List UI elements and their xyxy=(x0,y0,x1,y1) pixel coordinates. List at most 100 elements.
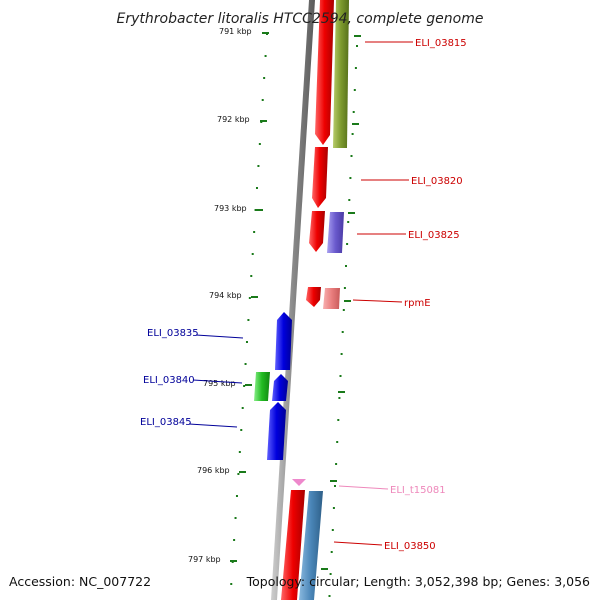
scale-minor-tick xyxy=(348,199,351,201)
scale-minor-tick xyxy=(263,77,266,79)
scale-minor-tick xyxy=(257,165,260,167)
scale-minor-tick xyxy=(230,583,233,585)
gene-ELI-03840-green[interactable] xyxy=(254,372,270,401)
scale-minor-tick xyxy=(343,287,346,289)
scale-major-tick xyxy=(251,296,258,298)
scale-minor-tick xyxy=(243,385,246,387)
scale-major-tick xyxy=(262,32,269,34)
scale-minor-tick xyxy=(349,177,352,179)
gene-rpmE-pink[interactable] xyxy=(323,288,340,309)
scale-minor-tick xyxy=(353,89,356,91)
gene-purple[interactable] xyxy=(327,212,344,253)
scale-major-tick xyxy=(338,391,345,393)
scale-label: 793 kbp xyxy=(214,204,247,213)
minus-strand-genes xyxy=(254,312,292,460)
scale-minor-tick xyxy=(335,463,338,465)
scale-minor-tick xyxy=(334,485,336,487)
scale-minor-tick xyxy=(247,319,250,321)
gene-label-ELI-03820[interactable]: ELI_03820 xyxy=(411,176,463,187)
scale-minor-tick xyxy=(338,397,341,399)
scale-minor-tick xyxy=(356,45,358,47)
scale-minor-tick xyxy=(245,341,248,343)
gene-label-ELI-t15081[interactable]: ELI_t15081 xyxy=(390,485,446,496)
scale-minor-tick xyxy=(351,133,354,135)
scale-minor-tick xyxy=(234,517,237,519)
scale-minor-tick xyxy=(250,275,253,277)
gene-labels: ELI_03815 ELI_03820 ELI_03825 rpmE ELI_0… xyxy=(140,38,467,552)
genome-summary-text: Topology: circular; Length: 3,052,398 bp… xyxy=(246,574,590,589)
scale-minor-tick xyxy=(261,99,264,101)
scale-major-tick xyxy=(256,209,263,211)
scale-minor-tick xyxy=(350,155,353,157)
gene-ELI-03835[interactable] xyxy=(275,312,292,370)
scale-major-tick xyxy=(239,471,246,473)
scale-minor-tick xyxy=(342,309,345,311)
gene-label-ELI-03850[interactable]: ELI_03850 xyxy=(384,541,436,552)
scale-minor-tick xyxy=(328,595,331,597)
scale-minor-tick xyxy=(341,331,344,333)
scale-ticks xyxy=(230,32,361,597)
scale-minor-tick xyxy=(340,353,343,355)
scale-minor-tick xyxy=(251,253,254,255)
scale-label: 791 kbp xyxy=(219,27,252,36)
scale-minor-tick xyxy=(345,265,347,267)
scale-label: 797 kbp xyxy=(188,555,221,564)
gene-ELI-03825[interactable] xyxy=(309,211,325,252)
scale-major-tick xyxy=(330,480,337,482)
gene-ELI-03820[interactable] xyxy=(312,147,328,208)
scale-label: 795 kbp xyxy=(203,379,236,388)
scale-minor-tick xyxy=(237,473,240,475)
scale-minor-tick xyxy=(331,529,334,531)
scale-major-tick xyxy=(352,123,359,125)
scale-major-tick xyxy=(354,35,361,37)
gene-rpmE[interactable] xyxy=(306,287,321,307)
gene-olive[interactable] xyxy=(333,0,349,148)
scale-minor-tick xyxy=(337,419,340,421)
gene-label-ELI-03835[interactable]: ELI_03835 xyxy=(147,328,199,339)
scale-minor-tick xyxy=(346,243,349,245)
gene-label-ELI-03845[interactable]: ELI_03845 xyxy=(140,417,192,428)
scale-major-tick xyxy=(348,212,355,214)
scale-minor-tick xyxy=(235,495,238,497)
scale-minor-tick xyxy=(255,187,258,189)
scale-minor-tick xyxy=(238,451,241,453)
gene-steel[interactable] xyxy=(299,491,323,600)
gene-ELI-t15081[interactable] xyxy=(292,479,306,486)
gene-ELI-03840[interactable] xyxy=(272,374,288,401)
gene-ELI-03850[interactable] xyxy=(281,490,305,600)
scale-minor-tick xyxy=(248,297,251,299)
gene-label-rpmE[interactable]: rpmE xyxy=(404,298,431,309)
scale-minor-tick xyxy=(264,55,267,57)
scale-minor-tick xyxy=(258,143,261,145)
accession-text: Accession: NC_007722 xyxy=(9,574,151,589)
scale-label: 794 kbp xyxy=(209,291,242,300)
scale-minor-tick xyxy=(330,551,333,553)
scale-major-tick xyxy=(230,560,237,562)
scale-minor-tick xyxy=(253,231,256,233)
gene-label-ELI-03840[interactable]: ELI_03840 xyxy=(143,375,195,386)
scale-minor-tick xyxy=(354,67,357,69)
scale-major-tick xyxy=(260,120,267,122)
scale-label: 796 kbp xyxy=(197,466,230,475)
scale-major-tick xyxy=(245,384,252,386)
scale-minor-tick xyxy=(352,111,355,113)
scale-minor-tick xyxy=(233,539,236,541)
gene-ELI-03845[interactable] xyxy=(267,402,286,460)
plus-strand-genes xyxy=(281,0,349,600)
scale-minor-tick xyxy=(332,507,335,509)
gene-label-ELI-03825[interactable]: ELI_03825 xyxy=(408,230,460,241)
scale-minor-tick xyxy=(254,209,257,211)
scale-label: 792 kbp xyxy=(217,115,250,124)
scale-minor-tick xyxy=(336,441,339,443)
scale-labels: 791 kbp 792 kbp 793 kbp 794 kbp 795 kbp … xyxy=(188,27,252,564)
scale-minor-tick xyxy=(240,429,243,431)
scale-minor-tick xyxy=(241,407,244,409)
scale-major-tick xyxy=(344,300,351,302)
gene-ELI-03815[interactable] xyxy=(315,0,334,145)
label-leader-lines xyxy=(188,41,413,546)
scale-minor-tick xyxy=(329,573,332,575)
scale-minor-tick xyxy=(244,363,247,365)
gene-label-ELI-03815[interactable]: ELI_03815 xyxy=(415,38,467,49)
